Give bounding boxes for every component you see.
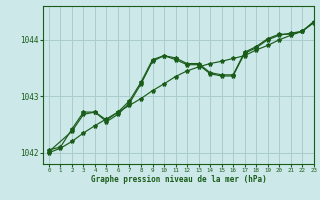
X-axis label: Graphe pression niveau de la mer (hPa): Graphe pression niveau de la mer (hPa): [91, 175, 266, 184]
